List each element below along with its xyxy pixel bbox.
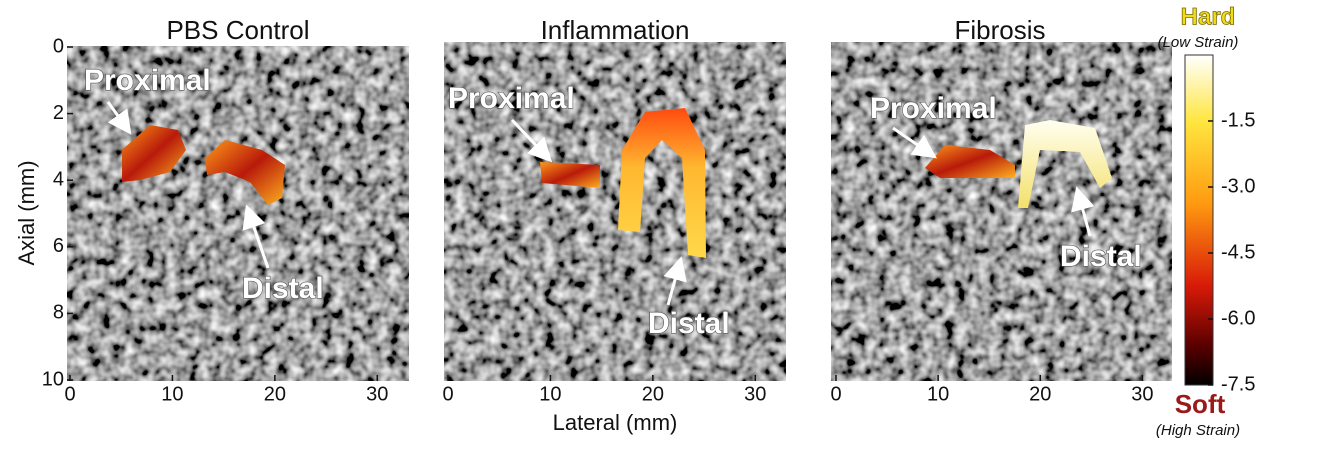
x-tick-label: 0: [830, 383, 841, 405]
colorbar-tick-label: -1.5: [1221, 109, 1255, 131]
annotation: Distal: [648, 307, 730, 340]
annotation: Proximal: [870, 92, 997, 125]
x-tick-label: 0: [442, 383, 453, 405]
annotation: Proximal: [448, 82, 575, 115]
y-tick-label: 0: [53, 35, 64, 57]
x-tick-label: 30: [366, 383, 388, 405]
colorbar-subtitle: (Low Strain): [1158, 34, 1239, 51]
y-tick-label: 4: [53, 168, 64, 190]
colorbar-bottom-subtitle: (High Strain): [1156, 422, 1240, 439]
colorbar-tick-label: -6.0: [1221, 307, 1255, 329]
annotation: Distal: [1060, 240, 1142, 273]
y-axis-label: Axial (mm): [14, 160, 39, 265]
colorbar-bottom-title: Soft: [1175, 389, 1226, 419]
annotation: Distal: [242, 272, 324, 305]
x-tick-label: 0: [64, 383, 75, 405]
colorbar-tick-label: -4.5: [1221, 241, 1255, 263]
x-axis-label: Lateral (mm): [553, 410, 678, 435]
y-tick-label: 8: [53, 302, 64, 324]
panel-title: Fibrosis: [954, 15, 1045, 45]
annotation: Proximal: [84, 64, 211, 97]
x-tick-label: 30: [1131, 383, 1153, 405]
colorbar: [1185, 55, 1213, 385]
y-tick-label: 6: [53, 235, 64, 257]
x-tick-label: 30: [744, 383, 766, 405]
y-tick-label: 10: [42, 368, 64, 390]
x-tick-label: 10: [539, 383, 561, 405]
x-tick-label: 20: [264, 383, 286, 405]
x-tick-label: 20: [642, 383, 664, 405]
colorbar-title: Hard: [1181, 3, 1236, 30]
x-tick-label: 10: [161, 383, 183, 405]
x-tick-label: 20: [1029, 383, 1051, 405]
figure: Proximal Distal Proximal Distal Proximal…: [0, 0, 1321, 445]
panel-title: PBS Control: [166, 15, 309, 45]
x-tick-label: 10: [927, 383, 949, 405]
y-tick-label: 2: [53, 102, 64, 124]
colorbar-tick-label: -7.5: [1221, 373, 1255, 395]
panel-title: Inflammation: [541, 15, 690, 45]
colorbar-tick-label: -3.0: [1221, 175, 1255, 197]
